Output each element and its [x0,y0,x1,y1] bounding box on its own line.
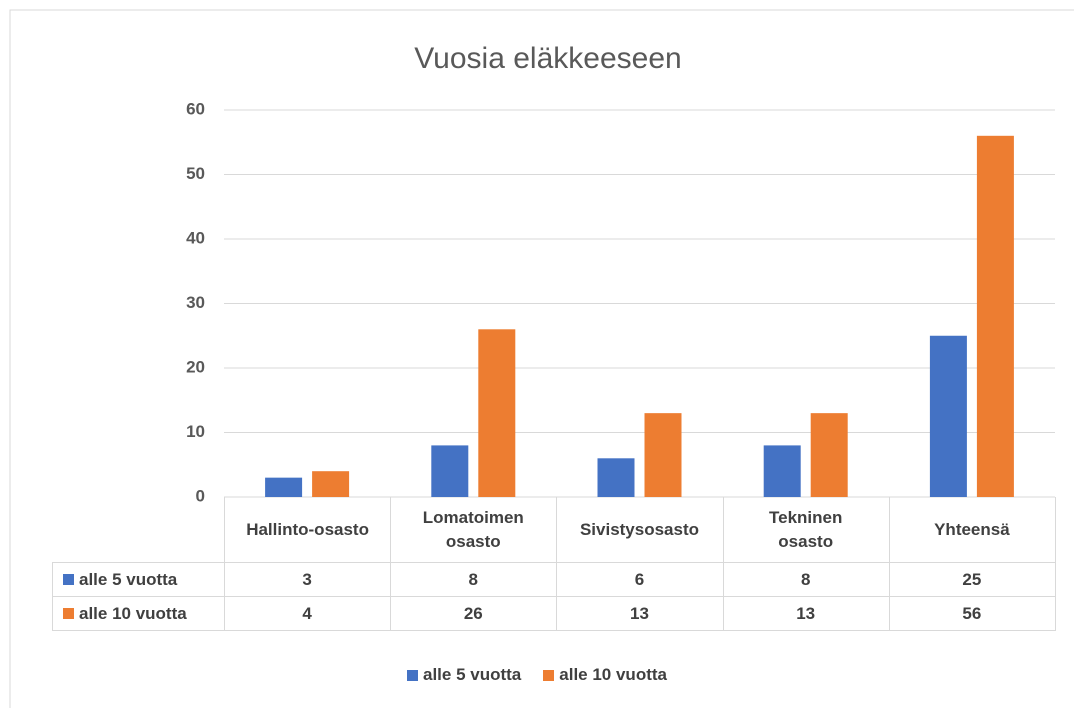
table-series-name: alle 10 vuotta [79,603,187,623]
legend-label: alle 10 vuotta [559,665,667,684]
table-value: 13 [722,596,890,631]
table-header-cell: Sivistysosasto [556,497,724,563]
table-series-cell: alle 10 vuotta [52,596,225,631]
y-tick-label: 0 [196,486,205,505]
bar [929,335,967,497]
table-value: 3 [224,562,392,597]
table-legend-key [63,608,74,619]
table-value: 8 [722,562,890,597]
table-value: 6 [556,562,724,597]
y-tick-label: 40 [186,228,205,247]
chart-border [9,9,1074,708]
table-value: 4 [224,596,392,631]
table-value: 13 [556,596,724,631]
bar [763,445,801,497]
table-header-cell: Tekninen osasto [722,497,890,563]
bar [976,135,1014,498]
table-series-cell: alle 5 vuotta [52,562,225,597]
y-tick-label: 20 [186,357,205,376]
table-value: 26 [390,596,558,631]
legend-swatch [407,669,418,681]
bar [597,458,635,497]
legend-label: alle 5 vuotta [423,665,522,684]
table-value: 25 [888,562,1056,597]
legend: alle 5 vuotta alle 10 vuotta [0,665,1074,685]
legend-item: alle 10 vuotta [543,665,667,685]
table-legend-key [63,574,74,585]
legend-item: alle 5 vuotta [407,665,521,685]
y-tick-label: 60 [186,99,205,118]
table-header-cell: Yhteensä [888,497,1056,563]
legend-swatch [543,669,555,681]
table-series-name: alle 5 vuotta [79,569,178,589]
table-value: 8 [390,562,558,597]
bar [478,329,516,497]
y-tick-label: 10 [186,422,205,441]
table-value: 56 [888,596,1056,631]
table-header-cell: Hallinto-osasto [224,497,392,563]
y-tick-label: 50 [186,164,205,183]
bar [644,413,682,497]
y-tick-label: 30 [186,293,205,312]
bar [312,471,350,497]
chart-title: Vuosia eläkkeeseen [414,42,681,75]
table-header-cell: Lomatoimen osasto [390,497,558,563]
bar [431,445,469,497]
bar [265,477,303,497]
bar [810,413,848,497]
